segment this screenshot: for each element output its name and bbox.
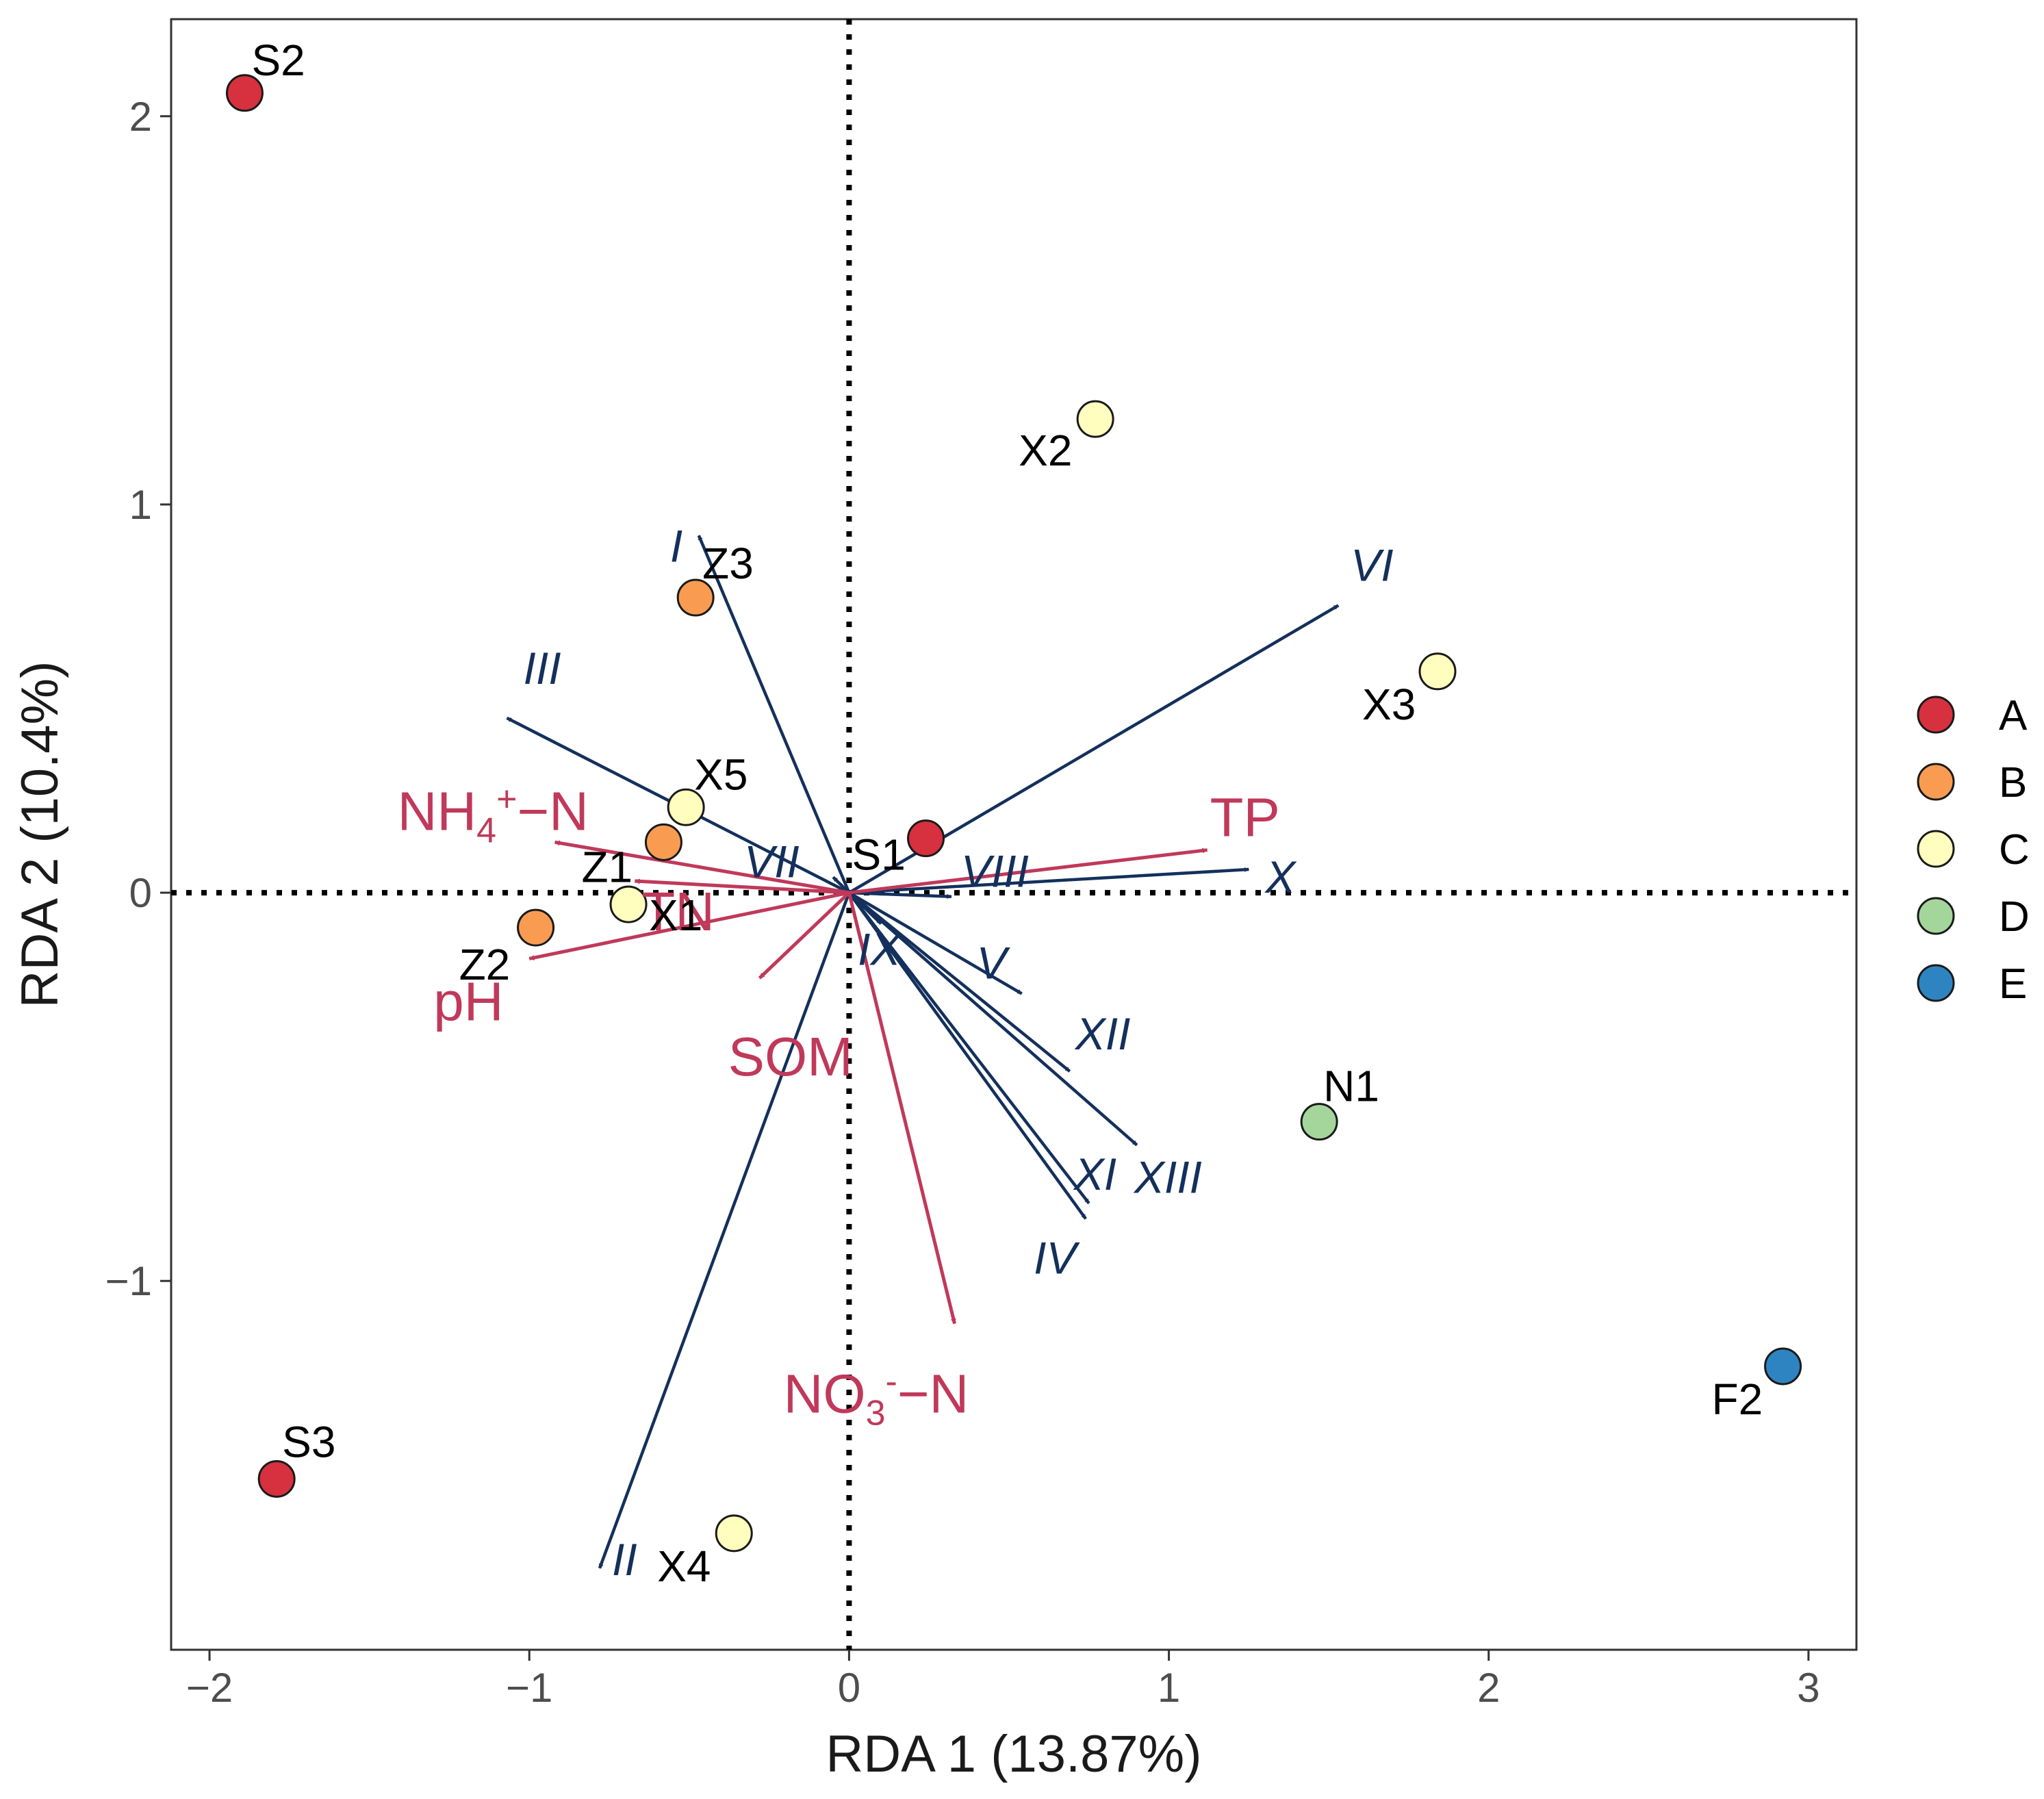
site-label-z3: Z3	[702, 539, 754, 588]
site-point-x2	[1076, 400, 1114, 438]
legend-key-c	[1917, 830, 1955, 868]
y-tick-label-1: 0	[129, 870, 152, 916]
taxa-label-xi: XI	[1073, 1149, 1116, 1199]
taxa-arrow-v	[848, 891, 1023, 995]
site-point-z3	[676, 578, 715, 617]
taxa-arrows	[506, 535, 1340, 1569]
y-axis-title: RDA 2 (10.4%)	[11, 661, 69, 1008]
env-label-nh4-n: NH4+−N	[398, 779, 589, 850]
taxa-arrow-i	[697, 535, 851, 893]
site-point-s2	[225, 74, 264, 112]
taxa-label-ii: II	[612, 1534, 637, 1585]
legend-label-e: E	[1999, 960, 2027, 1008]
site-label-z2: Z2	[459, 940, 511, 989]
site-point-s3	[257, 1459, 296, 1498]
y-tick-label-0: −1	[105, 1258, 152, 1304]
x-axis: −2 −1 0 1 2 3	[186, 1650, 1820, 1711]
legend-label-c: C	[1999, 826, 2030, 873]
taxa-label-vii: VII	[744, 836, 800, 886]
site-point-x3	[1418, 652, 1457, 691]
legend-label-a: A	[1999, 692, 2028, 739]
site-label-s2: S2	[251, 36, 305, 85]
env-arrow-ph	[528, 891, 849, 960]
site-point-z1	[644, 823, 682, 861]
x-tick-label-0: −2	[186, 1665, 233, 1711]
taxa-label-x: X	[1264, 852, 1297, 902]
site-point-s1	[907, 819, 945, 858]
x-tick-label-1: −1	[506, 1665, 552, 1711]
zero-lines	[171, 19, 1856, 1650]
taxa-arrow-x	[849, 867, 1250, 895]
taxa-arrow-ii	[598, 892, 851, 1569]
taxa-label-xii: XII	[1074, 1008, 1131, 1059]
taxa-label-viii: VIII	[961, 846, 1029, 897]
taxa-arrow-viii	[849, 891, 952, 899]
x-axis-title: RDA 1 (13.87%)	[826, 1725, 1201, 1783]
taxa-label-ix: IX	[858, 923, 902, 974]
site-point-n1	[1300, 1103, 1338, 1141]
site-label-x1: X1	[649, 891, 702, 940]
env-label-som: SOM	[728, 1026, 853, 1087]
site-label-x2: X2	[1019, 426, 1072, 475]
x-tick-label-4: 2	[1477, 1665, 1500, 1711]
legend-key-b	[1917, 763, 1955, 801]
site-point-x1	[609, 885, 648, 923]
site-point-x4	[715, 1514, 753, 1553]
taxa-arrow-xii	[847, 891, 1071, 1073]
site-label-x4: X4	[657, 1542, 711, 1591]
site-label-s1: S1	[852, 830, 906, 880]
site-label-s3: S3	[282, 1417, 335, 1466]
legend-key-a	[1917, 696, 1955, 734]
taxa-arrow-iv	[847, 891, 1087, 1220]
site-point-f2	[1764, 1347, 1802, 1386]
y-tick-label-3: 2	[129, 94, 152, 140]
site-label-x3: X3	[1362, 680, 1416, 729]
site-points	[225, 74, 1802, 1553]
taxa-label-vi: VI	[1351, 539, 1393, 590]
site-label-n1: N1	[1323, 1062, 1379, 1111]
plot-panel	[170, 18, 1858, 1651]
taxa-label-i: I	[670, 520, 682, 571]
x-tick-label-5: 3	[1797, 1665, 1819, 1711]
taxa-arrow-xi	[847, 891, 1090, 1205]
taxa-arrow-xiii	[847, 891, 1138, 1147]
env-label-tp: TP	[1210, 787, 1280, 848]
env-label-tn: TN	[641, 881, 715, 942]
site-label-z1: Z1	[581, 842, 633, 891]
env-arrow-no3-n	[847, 892, 957, 1325]
env-label-ph: pH	[433, 971, 503, 1032]
legend-key-d	[1917, 897, 1955, 935]
y-axis: −1 0 1 2	[105, 94, 171, 1304]
y-tick-label-2: 1	[129, 482, 152, 528]
taxa-arrow-vii	[832, 876, 850, 894]
taxa-label-v: V	[977, 938, 1011, 988]
x-tick-label-3: 1	[1158, 1665, 1180, 1711]
env-arrow-tp	[849, 847, 1208, 895]
site-label-x5: X5	[694, 750, 748, 799]
x-tick-label-2: 0	[838, 1665, 860, 1711]
site-point-z2	[517, 908, 555, 947]
taxa-label-iii: III	[524, 643, 561, 693]
taxa-label-iv: IV	[1034, 1232, 1080, 1283]
env-arrow-nh4-n	[554, 840, 849, 895]
env-label-no3-n: NO3-−N	[784, 1362, 969, 1433]
taxa-label-xiii: XIII	[1133, 1152, 1202, 1203]
env-arrow-som	[758, 891, 851, 980]
legend-label-b: B	[1999, 759, 2027, 806]
site-label-f2: F2	[1712, 1375, 1763, 1424]
site-point-x5	[667, 788, 705, 826]
env-arrow-tn	[634, 878, 849, 895]
env-arrows	[528, 840, 1208, 1325]
legend-key-e	[1917, 964, 1955, 1002]
legend-label-d: D	[1999, 893, 2030, 941]
